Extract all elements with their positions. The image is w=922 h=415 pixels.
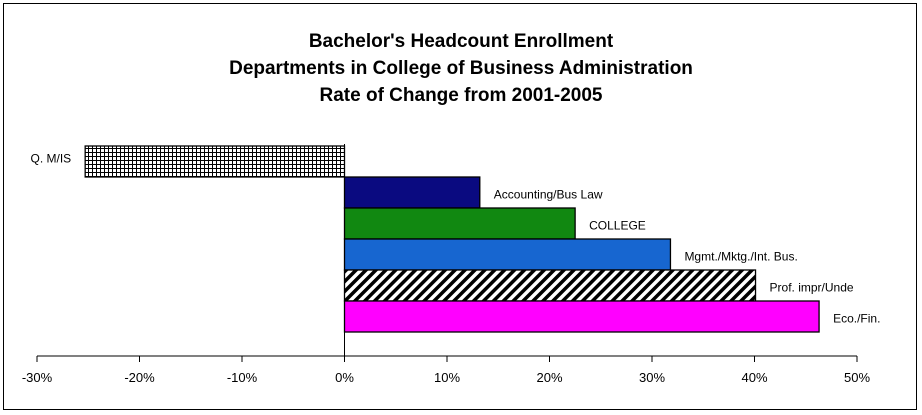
x-tick-label-1: -20% [124,370,155,385]
x-tick-label-2: -10% [227,370,258,385]
chart-subtitle-line-1: Departments in College of Business Admin… [229,58,693,79]
x-tick-label-7: 40% [741,370,767,385]
bar-0 [84,145,346,178]
x-tick-label-5: 20% [536,370,562,385]
bar-category-label-0: Q. M/IS [31,152,72,166]
bar-category-label-3: Mgmt./Mktg./Int. Bus. [684,250,797,264]
bar-3 [343,238,672,271]
chart-subtitle-line-2: Rate of Change from 2001-2005 [319,85,603,106]
x-tick-label-3: 0% [335,370,354,385]
bar-category-label-5: Eco./Fin. [833,312,880,326]
bar-1 [343,176,481,209]
bar-category-label-2: COLLEGE [589,219,646,233]
bar-category-label-1: Accounting/Bus Law [494,188,603,202]
chart-title-block: Bachelor's Headcount Enrollment Departme… [0,28,922,109]
bar-category-label-4: Prof. impr/Unde [770,281,854,295]
bar-4 [343,269,757,302]
bar-2 [343,207,576,240]
x-tick-label-8: 50% [844,370,870,385]
x-tick-label-4: 10% [434,370,460,385]
bars-group: Q. M/IS Accounting/Bus Law COLLEGE Mgmt./Mk… [31,145,880,333]
chart-title: Bachelor's Headcount Enrollment [308,31,614,52]
bar-5 [343,300,820,333]
x-tick-label-0: -30% [22,370,53,385]
x-tick-label-6: 30% [639,370,665,385]
x-axis: -30% -20% -10% 0% 10% 20% 30% 40% 50% [22,144,870,385]
